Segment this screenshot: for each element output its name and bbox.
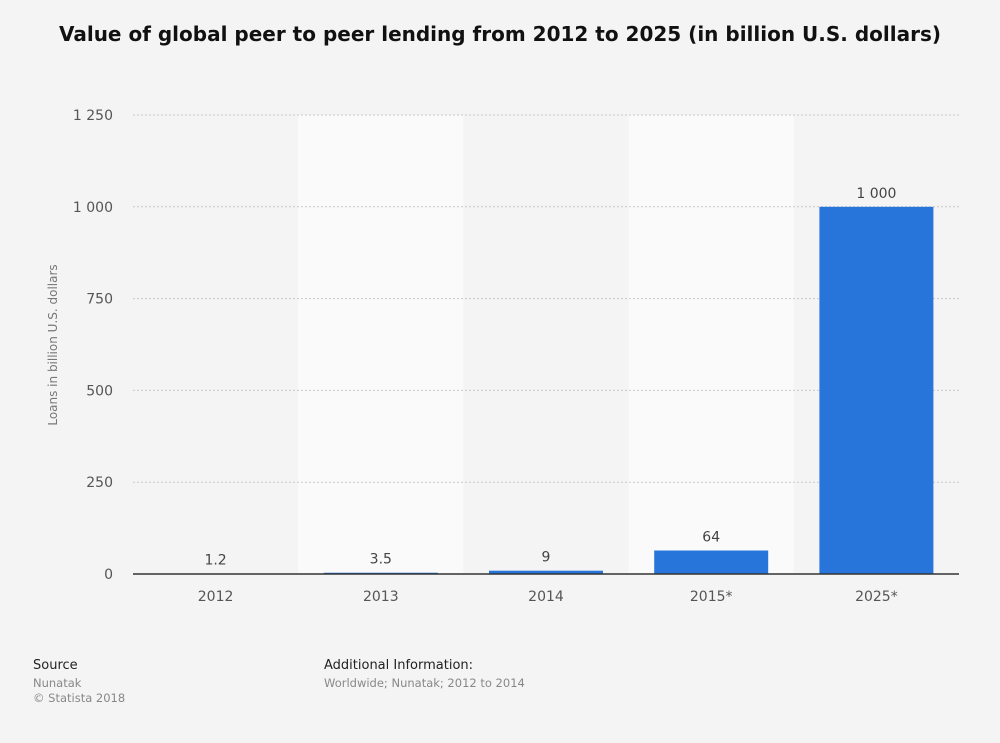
x-tick-label: 2013 — [363, 589, 399, 605]
data-label: 9 — [542, 550, 551, 566]
chart-title: Value of global peer to peer lending fro… — [58, 22, 942, 46]
bar — [654, 550, 769, 574]
y-tick-label: 750 — [86, 292, 113, 308]
x-tick-label: 2012 — [198, 589, 234, 605]
bar — [489, 570, 603, 574]
y-tick-label: 0 — [104, 567, 113, 583]
copyright: © Statista 2018 — [33, 691, 126, 705]
data-label: 64 — [702, 529, 720, 545]
data-label: 1 000 — [856, 186, 896, 202]
data-label: 3.5 — [370, 552, 392, 568]
source-heading: Source — [33, 658, 78, 673]
x-tick-label: 2014 — [528, 589, 564, 605]
y-tick-label: 1 250 — [73, 108, 113, 124]
y-axis-label: Loans in billion U.S. dollars — [46, 264, 60, 425]
source-name: Nunatak — [33, 676, 82, 690]
additional-info-text: Worldwide; Nunatak; 2012 to 2014 — [324, 676, 525, 690]
additional-info-heading: Additional Information: — [324, 658, 474, 673]
bar — [819, 206, 934, 575]
x-tick-label: 2015* — [690, 589, 733, 605]
y-tick-label: 250 — [86, 475, 113, 491]
category-band — [628, 115, 794, 574]
data-label: 1.2 — [204, 553, 226, 569]
y-tick-label: 1 000 — [73, 200, 113, 216]
y-tick-label: 500 — [86, 383, 113, 399]
x-tick-label: 2025* — [855, 589, 898, 605]
category-band — [298, 115, 464, 574]
